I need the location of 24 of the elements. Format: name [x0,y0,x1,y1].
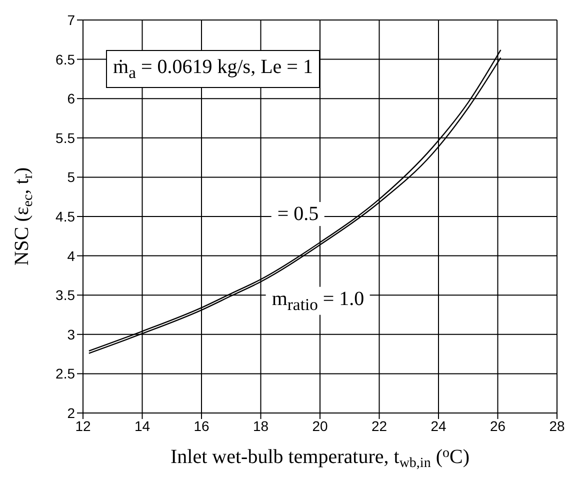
y-tick-label: 2 [67,404,76,421]
x-tick-label: 22 [371,418,388,434]
x-tick-label: 16 [194,418,210,434]
y-tick-label: 6.5 [56,51,76,68]
x-tick-label: 20 [312,418,328,434]
series-label: = 0.5 [271,202,325,226]
y-tick-label: 5 [67,169,76,186]
x-tick-label: 28 [549,418,565,434]
y-tick-label: 4.5 [56,208,76,224]
y-tick-label: 3.5 [56,287,76,304]
y-tick-label: 4 [67,248,76,264]
x-tick-label: 26 [490,418,506,434]
x-axis-title: Inlet wet-bulb temperature, t$_{wb,in}$ ($^{o}$C) [170,446,470,470]
x-tick-label: 24 [430,418,446,434]
series-label: m$_{ratio}$ = 1.0 [266,286,370,315]
x-tick-label: 12 [75,418,91,434]
y-tick-label: 7 [67,12,76,28]
y-tick-label: 5.5 [56,130,76,146]
y-tick-label: 3 [67,326,76,342]
y-tick-label: 2.5 [56,366,76,382]
x-tick-label: 14 [134,418,150,434]
x-tick-label: 18 [252,418,269,434]
annotation: ṁ$_{a}$ = 0.0619 kg/s, Le = 1 [106,50,320,88]
y-tick-label: 6 [67,90,76,107]
